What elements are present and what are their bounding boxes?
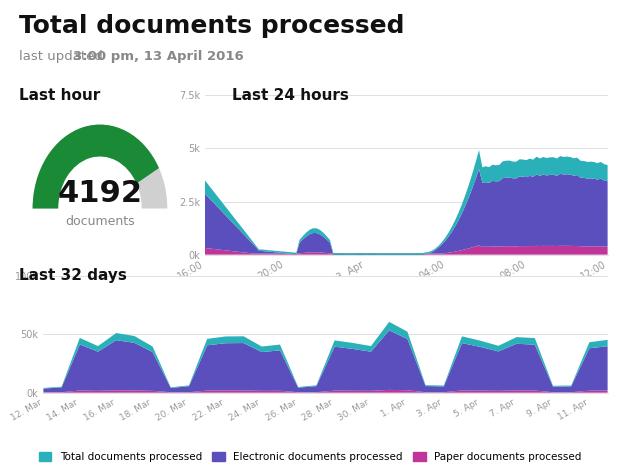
Text: 4192: 4192 (58, 179, 143, 208)
Text: documents: documents (65, 215, 135, 228)
Legend: Total documents processed, Electronic documents processed, Paper documents proce: Total documents processed, Electronic do… (35, 448, 585, 466)
Text: last updated: last updated (19, 50, 107, 63)
Wedge shape (33, 125, 167, 208)
Text: Last 24 hours: Last 24 hours (232, 88, 350, 103)
Text: Total documents processed: Total documents processed (19, 14, 404, 38)
Wedge shape (33, 125, 159, 208)
Text: 3:00 pm, 13 April 2016: 3:00 pm, 13 April 2016 (73, 50, 243, 63)
Text: Last hour: Last hour (19, 88, 100, 103)
Text: Last 32 days: Last 32 days (19, 268, 126, 283)
